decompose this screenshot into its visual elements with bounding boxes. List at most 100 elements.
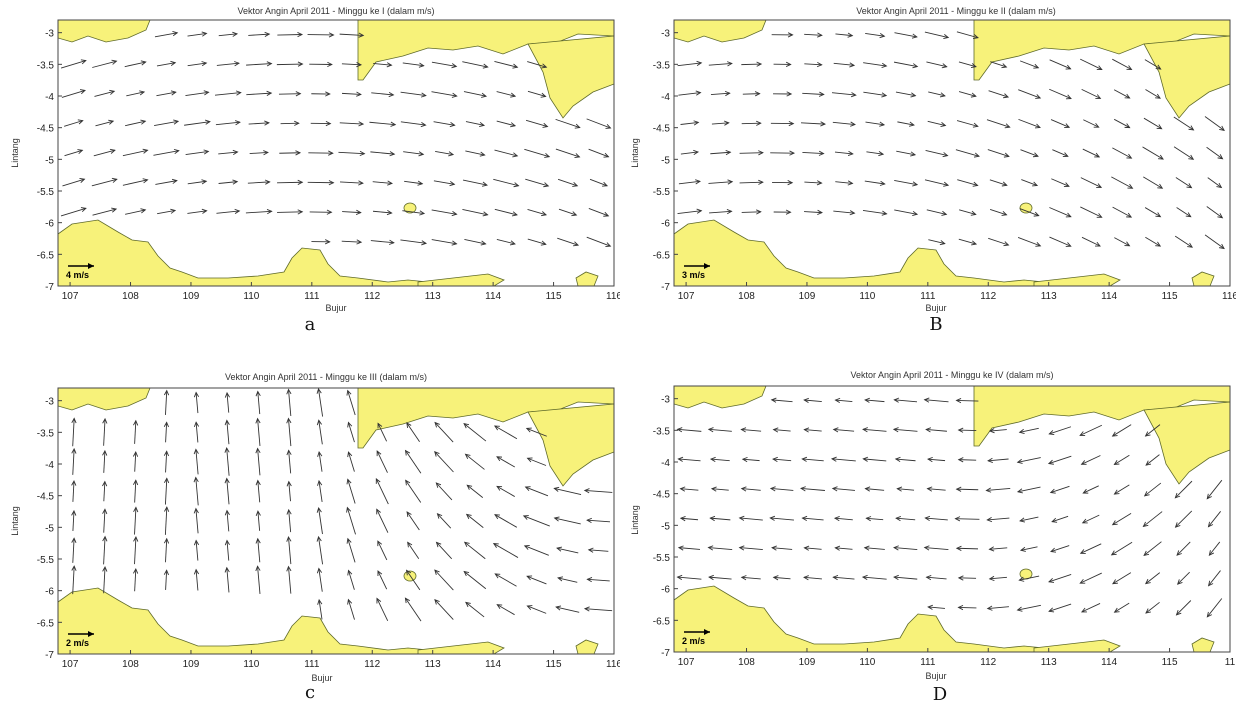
wind-vector xyxy=(925,149,949,158)
wind-vector xyxy=(1144,207,1162,218)
wind-vector xyxy=(431,239,458,246)
wind-vector xyxy=(163,450,170,473)
wind-vector xyxy=(990,61,1008,69)
map-title: Vektor Angin April 2011 - Minggu ke III … xyxy=(225,372,427,382)
ocean-area xyxy=(58,20,614,286)
y-axis-ticks: -3 -3.5 -4 -4.5 -5 -5.5 -6 -6.5 -7 xyxy=(37,397,62,661)
wind-vector xyxy=(557,237,580,247)
land-polygon xyxy=(57,19,151,43)
wind-vector xyxy=(1049,485,1070,494)
wind-vector xyxy=(526,575,547,585)
wind-vector xyxy=(710,150,732,156)
wind-vector xyxy=(527,208,548,217)
x-axis-ticks: 107 108 109 110 111 112 113 114 115 116 xyxy=(62,282,620,302)
wind-vector xyxy=(406,511,420,531)
wind-vector xyxy=(833,210,856,216)
wind-vector xyxy=(708,574,732,581)
wind-vector xyxy=(133,567,139,592)
wind-vector xyxy=(316,419,323,445)
x-tick-label: 109 xyxy=(183,291,200,302)
wind-vector xyxy=(400,121,427,128)
wind-vector xyxy=(1175,177,1193,189)
x-axis-label: Bujur xyxy=(925,671,946,681)
wind-vector xyxy=(153,148,180,156)
land-polygons xyxy=(673,385,1231,653)
plot-frame xyxy=(673,19,1231,287)
wind-vector xyxy=(64,149,84,157)
y-axis-label: Lintang xyxy=(630,138,640,168)
wind-vector xyxy=(316,387,324,417)
wind-vector xyxy=(248,120,270,126)
x-tick-label: 108 xyxy=(122,659,139,670)
map-plot-area: 4 m/s 107 108 109 110 111 112 113 114 115 116 -3-… xyxy=(37,19,620,302)
wind-vector xyxy=(255,417,261,447)
wind-vector xyxy=(133,535,139,565)
wind-vector xyxy=(493,425,518,440)
wind-vector xyxy=(956,31,979,40)
wind-vector xyxy=(372,210,393,216)
wind-vector xyxy=(377,570,388,590)
land-polygon xyxy=(973,19,1231,81)
wind-vector xyxy=(738,545,763,551)
wind-vector xyxy=(1082,485,1099,494)
land-polygon xyxy=(357,19,615,81)
wind-vector xyxy=(957,179,979,187)
wind-vector xyxy=(558,208,578,217)
y-tick-label: -3.5 xyxy=(37,60,55,71)
wind-vector xyxy=(894,32,918,39)
wind-vector xyxy=(279,150,302,156)
map-plot-area: 2 m/s 107 108 109 110 111 112 113 114 115 11 -3-3… xyxy=(653,385,1236,668)
land-polygon xyxy=(417,273,505,287)
wind-vector xyxy=(1083,119,1100,128)
wind-vector xyxy=(102,480,108,502)
wind-vector xyxy=(163,569,169,590)
wind-vector xyxy=(1113,602,1130,613)
wind-map-B-svg: Vektor Angin April 2011 - Minggu ke II (… xyxy=(630,6,1236,313)
wind-vector xyxy=(1051,515,1069,523)
wind-vector xyxy=(1145,601,1160,614)
wind-vector xyxy=(832,427,855,433)
wind-vector xyxy=(1080,177,1103,188)
wind-map-panel-B: Vektor Angin April 2011 - Minggu ke II (… xyxy=(616,0,1236,345)
wind-vector xyxy=(435,151,455,157)
wind-vector xyxy=(71,447,77,475)
wind-vector xyxy=(863,62,888,68)
wind-vector xyxy=(286,480,292,502)
wind-vector xyxy=(407,541,420,559)
wind-vector xyxy=(311,91,331,97)
wind-vector xyxy=(678,179,701,185)
wind-vector xyxy=(1145,89,1161,99)
wind-vector xyxy=(677,545,701,551)
wind-vector xyxy=(1016,486,1041,494)
wind-vector xyxy=(801,515,824,522)
wind-vector xyxy=(218,31,239,37)
wind-vector xyxy=(224,539,230,561)
wind-vector xyxy=(255,479,261,503)
wind-vector xyxy=(1018,427,1039,434)
wind-vector xyxy=(897,121,915,127)
wind-vector xyxy=(462,61,489,69)
wind-vector xyxy=(926,61,948,69)
wind-vector xyxy=(372,180,393,186)
wind-vector xyxy=(95,119,115,127)
wind-vector xyxy=(586,577,610,583)
wind-vector xyxy=(286,565,292,594)
wind-vector xyxy=(249,150,269,156)
land-polygon xyxy=(575,639,599,655)
wind-vector xyxy=(102,565,108,594)
wind-vector xyxy=(434,598,454,620)
wind-vector xyxy=(1021,179,1039,187)
wind-vector xyxy=(406,422,420,442)
wind-vector xyxy=(525,119,549,128)
wind-vector xyxy=(830,456,856,462)
wind-vector xyxy=(1143,117,1163,130)
wind-vector xyxy=(1019,60,1040,69)
wind-vector xyxy=(988,90,1010,99)
x-axis-label: Bujur xyxy=(925,303,946,313)
wind-vector xyxy=(71,537,77,563)
wind-vector xyxy=(1175,600,1192,616)
wind-vector xyxy=(102,535,108,565)
y-tick-label: -3 xyxy=(45,397,54,408)
wind-vector xyxy=(1113,484,1130,495)
wind-vector xyxy=(64,119,84,127)
